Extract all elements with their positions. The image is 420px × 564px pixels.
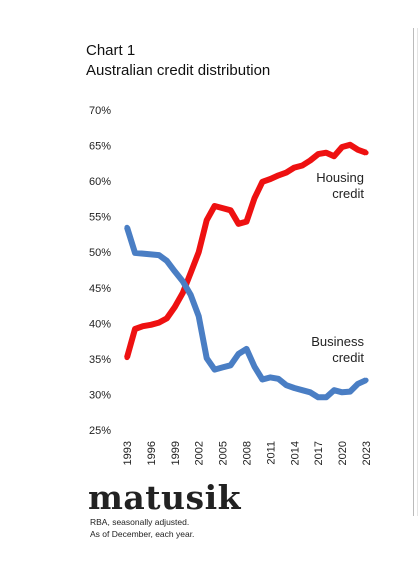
housing-credit-point <box>220 205 226 211</box>
housing-credit-point <box>196 249 202 255</box>
housing-credit-label: credit <box>332 186 364 201</box>
housing-credit-point <box>140 323 146 329</box>
brand-logo: matusik <box>88 478 242 517</box>
business-credit-point <box>196 313 202 319</box>
housing-credit-point <box>243 219 250 225</box>
y-tick-label: 65% <box>89 141 111 153</box>
x-tick-label: 2023 <box>361 441 373 465</box>
business-credit-point <box>235 351 242 357</box>
business-credit-point <box>180 278 186 284</box>
business-credit-point <box>339 389 345 395</box>
housing-credit-point <box>259 179 265 185</box>
business-credit-point <box>259 376 265 383</box>
housing-credit-point <box>172 304 178 310</box>
y-tick-label: 30% <box>89 389 111 401</box>
business-credit-point <box>140 251 146 257</box>
business-credit-point <box>331 387 337 393</box>
housing-credit-point <box>164 315 170 321</box>
housing-credit-point <box>132 326 138 332</box>
housing-credit-point <box>204 217 210 223</box>
housing-credit-point <box>212 203 218 209</box>
housing-credit-point <box>251 195 258 201</box>
business-credit-point <box>251 364 258 370</box>
x-tick-label: 2002 <box>194 441 206 465</box>
business-credit-label: credit <box>332 350 364 365</box>
business-credit-point <box>307 389 313 395</box>
page-edge-divider-light <box>417 28 418 516</box>
housing-credit-point <box>299 162 305 169</box>
x-tick-label: 1993 <box>122 441 134 465</box>
business-credit-point <box>243 346 250 352</box>
business-credit-point <box>164 258 170 264</box>
business-credit-point <box>220 364 226 370</box>
y-tick-label: 60% <box>89 176 111 188</box>
business-credit-point <box>172 268 178 274</box>
source-note-date: As of December, each year. <box>90 529 195 539</box>
y-tick-label: 45% <box>89 283 111 295</box>
business-credit-point <box>323 394 329 400</box>
y-tick-label: 40% <box>89 318 111 330</box>
chart-title-line1: Chart 1 <box>86 42 136 59</box>
business-credit-label: Business <box>311 334 364 349</box>
housing-credit-point <box>363 150 369 156</box>
x-tick-label: 2017 <box>313 441 325 465</box>
business-credit-point <box>355 381 361 387</box>
business-credit-point <box>148 251 154 257</box>
business-credit-point <box>228 362 234 368</box>
business-credit-point <box>267 374 273 380</box>
business-credit-point <box>299 387 305 393</box>
housing-credit-point <box>315 151 321 157</box>
housing-credit-point <box>180 290 186 296</box>
x-tick-label: 2005 <box>218 441 230 465</box>
business-credit-point <box>204 355 210 361</box>
business-credit-line <box>124 226 368 401</box>
housing-credit-point <box>228 207 234 213</box>
housing-credit-point <box>323 150 329 156</box>
housing-credit-point <box>275 172 281 178</box>
housing-credit-point <box>148 322 154 328</box>
housing-credit-point <box>156 320 162 326</box>
y-tick-label: 70% <box>89 105 111 117</box>
y-tick-label: 25% <box>89 425 111 437</box>
x-tick-label: 1999 <box>170 441 182 465</box>
x-tick-label: 2014 <box>289 441 301 465</box>
housing-credit-point <box>124 354 130 361</box>
business-credit-point <box>132 250 138 256</box>
business-credit-point <box>188 292 194 298</box>
housing-credit-point <box>267 176 273 182</box>
y-tick-label: 55% <box>89 212 111 224</box>
housing-credit-point <box>291 165 297 171</box>
housing-credit-point <box>188 270 194 276</box>
housing-credit-point <box>339 144 345 150</box>
business-credit-point <box>363 377 369 383</box>
business-credit-point <box>156 252 162 258</box>
housing-credit-point <box>307 157 313 164</box>
source-note: RBA, seasonally adjusted. <box>90 517 190 527</box>
housing-credit-point <box>347 142 353 148</box>
x-tick-label: 2011 <box>265 441 277 465</box>
business-credit-point <box>283 382 289 388</box>
business-credit-point <box>291 385 297 391</box>
chart-title-line2: Australian credit distribution <box>86 62 271 79</box>
housing-credit-point <box>355 147 361 153</box>
housing-credit-point <box>331 153 337 159</box>
housing-credit-point <box>283 170 289 176</box>
housing-credit-point <box>235 221 242 227</box>
business-credit-point <box>315 394 321 400</box>
x-tick-label: 2020 <box>337 441 349 465</box>
y-tick-label: 50% <box>89 247 111 259</box>
business-credit-point <box>347 389 353 395</box>
business-credit-point <box>275 376 281 382</box>
housing-credit-label: Housing <box>316 170 364 185</box>
business-credit-point <box>124 224 130 230</box>
x-tick-label: 1996 <box>146 441 158 465</box>
x-tick-label: 2008 <box>242 441 254 465</box>
business-credit-point <box>212 367 218 373</box>
y-tick-label: 35% <box>89 354 111 366</box>
page-edge-divider <box>413 28 414 516</box>
